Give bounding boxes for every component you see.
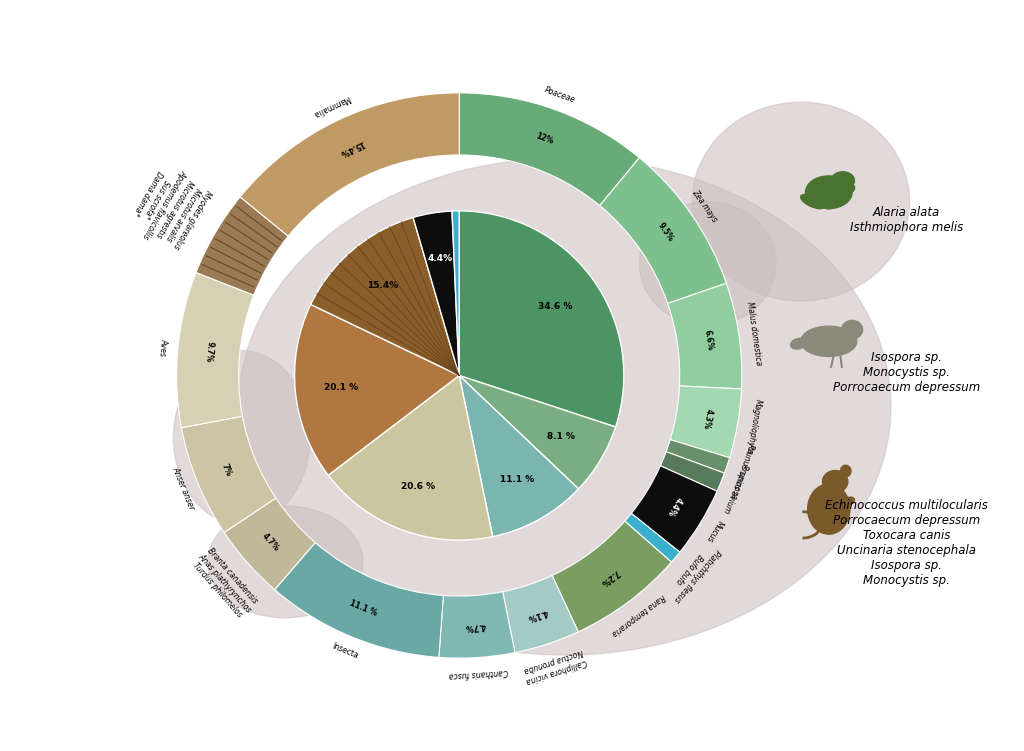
Ellipse shape — [239, 158, 891, 655]
Wedge shape — [459, 211, 624, 427]
Text: 7%: 7% — [219, 463, 232, 478]
Wedge shape — [329, 376, 493, 540]
Text: Cantharis fusca: Cantharis fusca — [449, 667, 508, 680]
Ellipse shape — [692, 102, 909, 301]
Ellipse shape — [801, 326, 857, 357]
Wedge shape — [181, 416, 275, 532]
Text: 4.3%: 4.3% — [700, 407, 714, 430]
Ellipse shape — [812, 328, 851, 345]
Text: 20.6 %: 20.6 % — [400, 482, 435, 491]
Text: Myodes glareolus
Microtus arvalis
Microtus agrestis
Apodemus flavicollis
Sus scr: Myodes glareolus Microtus arvalis Microt… — [124, 157, 216, 255]
Ellipse shape — [822, 471, 848, 493]
Wedge shape — [459, 376, 579, 537]
Ellipse shape — [842, 321, 862, 339]
Wedge shape — [552, 521, 672, 632]
Text: 11.1 %: 11.1 % — [500, 475, 534, 484]
Text: Branta canadensis
Anas plathyrynchos
Turdus philomelos: Branta canadensis Anas plathyrynchos Tur… — [188, 544, 261, 621]
Text: Zea mays: Zea mays — [690, 188, 719, 224]
Text: 9.7%: 9.7% — [203, 341, 214, 363]
Text: 15.4%: 15.4% — [338, 139, 365, 158]
Text: 4.7%: 4.7% — [464, 621, 486, 632]
Text: Aves: Aves — [157, 338, 168, 357]
Wedge shape — [439, 592, 515, 658]
Text: 11.1 %: 11.1 % — [348, 599, 378, 618]
Wedge shape — [670, 386, 741, 457]
Wedge shape — [667, 439, 730, 473]
Ellipse shape — [831, 172, 854, 189]
Text: 12%: 12% — [535, 131, 554, 146]
Ellipse shape — [791, 338, 807, 349]
Text: Mucus: Mucus — [703, 518, 724, 544]
Text: 4.4%: 4.4% — [427, 254, 453, 263]
Ellipse shape — [841, 465, 851, 477]
Text: 4.4%: 4.4% — [665, 496, 683, 518]
Text: Platichthys flesus
Bufo bufo: Platichthys flesus Bufo bufo — [665, 540, 722, 604]
Ellipse shape — [639, 201, 776, 326]
Ellipse shape — [208, 506, 362, 618]
Text: Mammalia: Mammalia — [311, 93, 351, 119]
Text: 6.6%: 6.6% — [702, 329, 714, 351]
Wedge shape — [176, 273, 254, 428]
Text: Prunus spinosa: Prunus spinosa — [728, 442, 756, 499]
Wedge shape — [632, 466, 717, 552]
Text: 20.1 %: 20.1 % — [325, 383, 358, 392]
Text: 15.4%: 15.4% — [367, 281, 398, 290]
Ellipse shape — [173, 351, 310, 525]
Text: 4.1%: 4.1% — [526, 607, 549, 622]
Text: 34.6 %: 34.6 % — [538, 301, 572, 310]
Wedge shape — [503, 575, 579, 653]
Text: Anser anser: Anser anser — [170, 465, 196, 511]
Text: 4.7%: 4.7% — [260, 531, 282, 553]
Text: 7.2%: 7.2% — [599, 567, 621, 587]
Text: Echinococcus multilocularis
Porrocaecum depressum
Toxocara canis
Uncinaria steno: Echinococcus multilocularis Porrocaecum … — [825, 499, 988, 587]
Text: Poaceae: Poaceae — [544, 86, 577, 104]
Text: Malus domestica: Malus domestica — [745, 300, 763, 366]
Text: Prunus avium: Prunus avium — [721, 462, 750, 514]
Text: Calliphora vicina
Noctua pronuba: Calliphora vicina Noctua pronuba — [521, 647, 588, 685]
Wedge shape — [452, 211, 459, 376]
Wedge shape — [274, 542, 443, 657]
Wedge shape — [240, 93, 459, 236]
Text: 9.5%: 9.5% — [656, 221, 676, 243]
Text: Magnoliophyta: Magnoliophyta — [743, 398, 762, 455]
Wedge shape — [224, 498, 315, 590]
Wedge shape — [660, 451, 724, 491]
Wedge shape — [459, 376, 615, 489]
Ellipse shape — [845, 185, 855, 195]
Ellipse shape — [808, 484, 850, 534]
Ellipse shape — [801, 195, 824, 209]
Text: Alaria alata
Isthmiophora melis: Alaria alata Isthmiophora melis — [850, 207, 964, 234]
Ellipse shape — [824, 195, 848, 209]
Wedge shape — [196, 197, 289, 295]
Ellipse shape — [806, 176, 852, 209]
Text: 8.1 %: 8.1 % — [547, 432, 574, 441]
Wedge shape — [413, 211, 459, 376]
Text: Rana temporaria: Rana temporaria — [609, 592, 666, 637]
Text: Insecta: Insecta — [331, 641, 359, 661]
Wedge shape — [625, 514, 680, 562]
Ellipse shape — [817, 185, 826, 195]
Ellipse shape — [844, 497, 854, 505]
Wedge shape — [600, 158, 726, 303]
Wedge shape — [459, 93, 639, 206]
Wedge shape — [668, 283, 741, 389]
Wedge shape — [295, 304, 459, 475]
Text: Isospora sp.
Monocystis sp.
Porrocaecum depressum: Isospora sp. Monocystis sp. Porrocaecum … — [833, 351, 980, 394]
Wedge shape — [310, 218, 459, 376]
